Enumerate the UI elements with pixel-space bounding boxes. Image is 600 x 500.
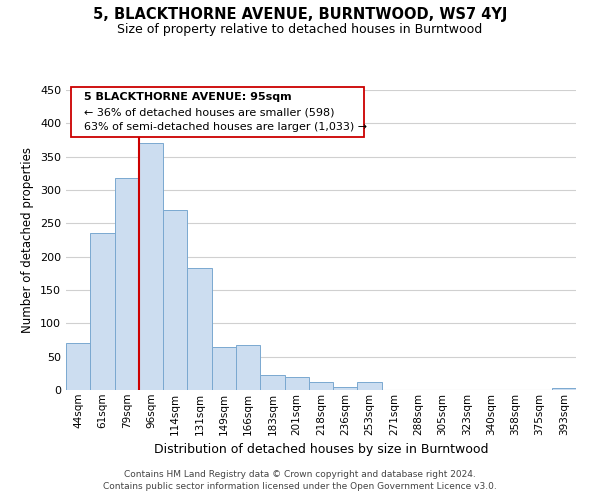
Text: ← 36% of detached houses are smaller (598): ← 36% of detached houses are smaller (59…: [84, 108, 334, 118]
Bar: [163, 210, 187, 390]
Text: Contains public sector information licensed under the Open Government Licence v3: Contains public sector information licen…: [103, 482, 497, 491]
Text: 5 BLACKTHORNE AVENUE: 95sqm: 5 BLACKTHORNE AVENUE: 95sqm: [84, 92, 292, 102]
Bar: [260, 374, 284, 390]
FancyBboxPatch shape: [71, 87, 364, 136]
Bar: [139, 144, 163, 390]
Bar: [187, 268, 212, 390]
Bar: [284, 376, 309, 390]
Bar: [115, 178, 139, 390]
Bar: [236, 344, 260, 390]
Bar: [552, 388, 576, 390]
Bar: [90, 234, 115, 390]
Text: 63% of semi-detached houses are larger (1,033) →: 63% of semi-detached houses are larger (…: [84, 122, 367, 132]
Text: Size of property relative to detached houses in Burntwood: Size of property relative to detached ho…: [118, 22, 482, 36]
Text: Distribution of detached houses by size in Burntwood: Distribution of detached houses by size …: [154, 442, 488, 456]
Text: Contains HM Land Registry data © Crown copyright and database right 2024.: Contains HM Land Registry data © Crown c…: [124, 470, 476, 479]
Bar: [309, 382, 333, 390]
Bar: [333, 386, 358, 390]
Y-axis label: Number of detached properties: Number of detached properties: [22, 147, 34, 333]
Text: 5, BLACKTHORNE AVENUE, BURNTWOOD, WS7 4YJ: 5, BLACKTHORNE AVENUE, BURNTWOOD, WS7 4Y…: [93, 8, 507, 22]
Bar: [212, 346, 236, 390]
Bar: [358, 382, 382, 390]
Bar: [66, 344, 90, 390]
